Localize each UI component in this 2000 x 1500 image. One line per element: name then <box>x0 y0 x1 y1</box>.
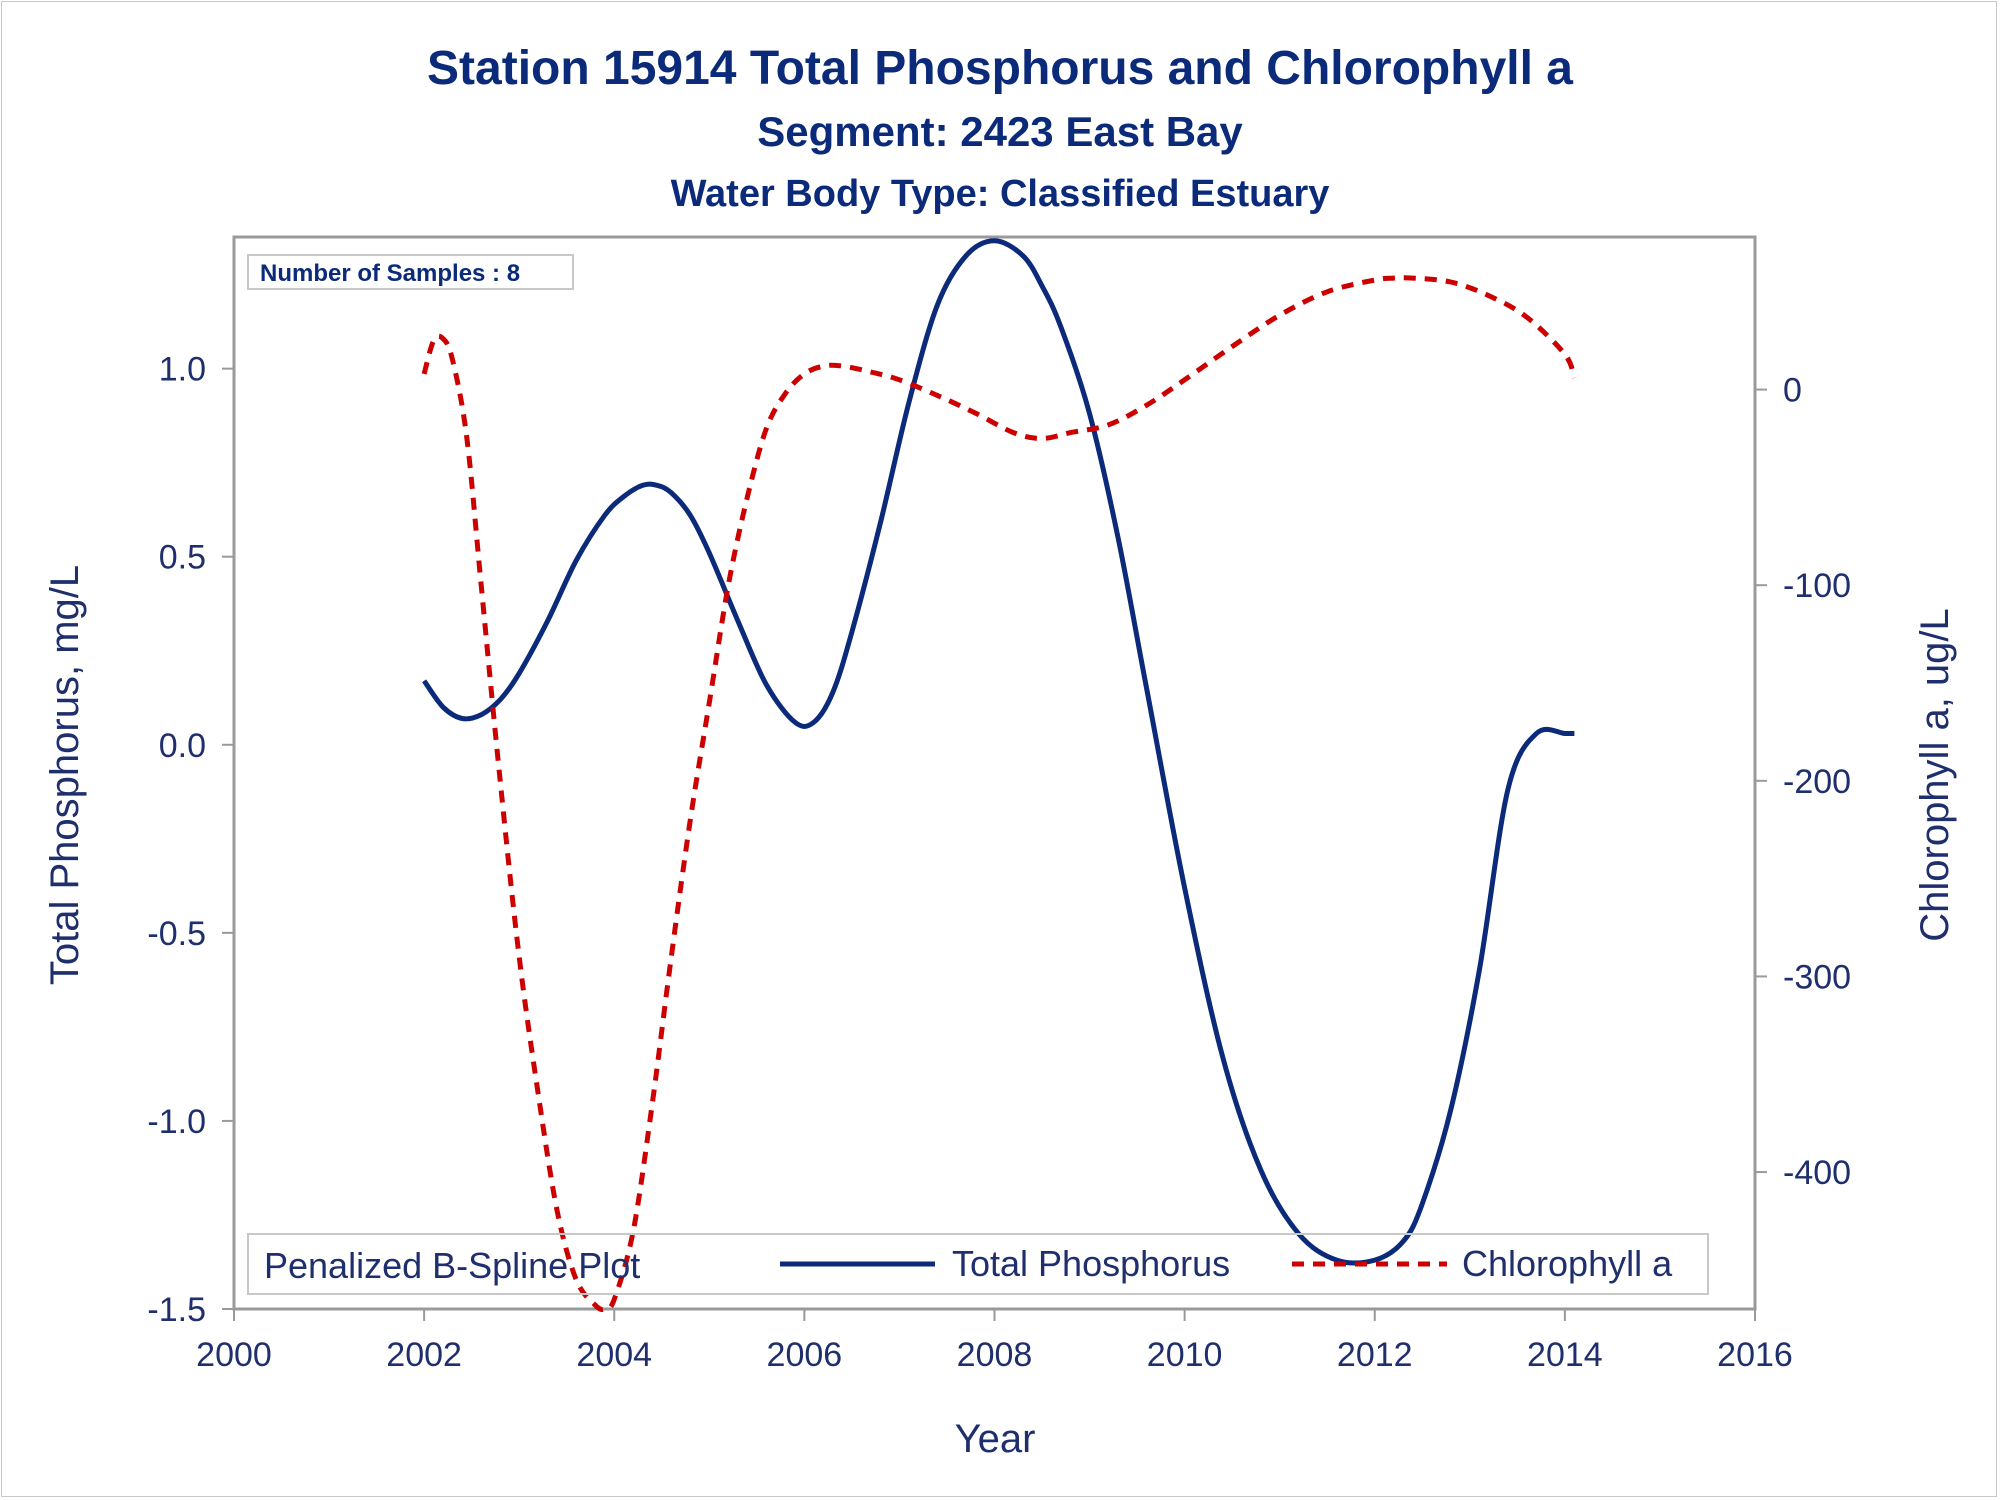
samples-label: Number of Samples : 8 <box>260 260 520 287</box>
x-tick-label: 2010 <box>1147 1336 1223 1374</box>
series-line-chlorophyll-a <box>421 275 1577 1313</box>
legend-label-phosphorus: Total Phosphorus <box>952 1243 1230 1284</box>
legend-label-chlorophyll: Chlorophyll a <box>1462 1243 1673 1284</box>
legend: Penalized B-Spline Plot Total Phosphorus… <box>247 1233 1709 1295</box>
y-axis-left: 1.0 0.5 0.0 -0.5 -1.0 -1.5 <box>147 351 234 1329</box>
y-axis-label: Total Phosphorus, mg/L <box>43 565 87 985</box>
y-tick-label: 0.0 <box>159 727 206 765</box>
legend-box <box>247 1233 1709 1295</box>
chart-subtitle-2: Water Body Type: Classified Estuary <box>671 173 1330 215</box>
chart-subtitle: Segment: 2423 East Bay <box>757 108 1243 155</box>
y2-tick-label: -300 <box>1783 958 1851 996</box>
y-axis-right: 0 -100 -200 -300 -400 <box>1755 372 1851 1192</box>
x-axis: 2000 2002 2004 2006 2008 2010 2012 2014 2016 <box>196 1309 1793 1374</box>
x-tick-label: 2004 <box>576 1336 652 1374</box>
y2-tick-label: -100 <box>1783 567 1851 605</box>
samples-inset: Number of Samples : 8 <box>247 254 574 290</box>
x-tick-label: 2016 <box>1717 1336 1793 1374</box>
y2-tick-label: 0 <box>1783 372 1802 410</box>
x-tick-label: 2008 <box>957 1336 1033 1374</box>
legend-title: Penalized B-Spline Plot <box>264 1245 640 1286</box>
x-tick-label: 2002 <box>386 1336 462 1374</box>
x-tick-label: 2006 <box>767 1336 843 1374</box>
y-tick-label: -0.5 <box>147 915 206 953</box>
chart-title: Station 15914 Total Phosphorus and Chlor… <box>427 42 1573 95</box>
series-layer <box>421 238 1577 1313</box>
y2-tick-label: -200 <box>1783 763 1851 801</box>
samples-inset-box <box>247 254 574 290</box>
series-line-total-phosphorus <box>422 238 1575 1266</box>
x-tick-label: 2000 <box>196 1336 272 1374</box>
y2-tick-label: -400 <box>1783 1154 1851 1192</box>
y-tick-label: 0.5 <box>159 539 206 577</box>
y2-axis-label: Chlorophyll a, ug/L <box>1913 608 1957 942</box>
y-tick-label: -1.5 <box>147 1291 206 1329</box>
y-tick-label: 1.0 <box>159 351 206 389</box>
y-tick-label: -1.0 <box>147 1103 206 1141</box>
x-axis-label: Year <box>955 1417 1036 1461</box>
x-tick-label: 2014 <box>1527 1336 1603 1374</box>
x-tick-label: 2012 <box>1337 1336 1413 1374</box>
